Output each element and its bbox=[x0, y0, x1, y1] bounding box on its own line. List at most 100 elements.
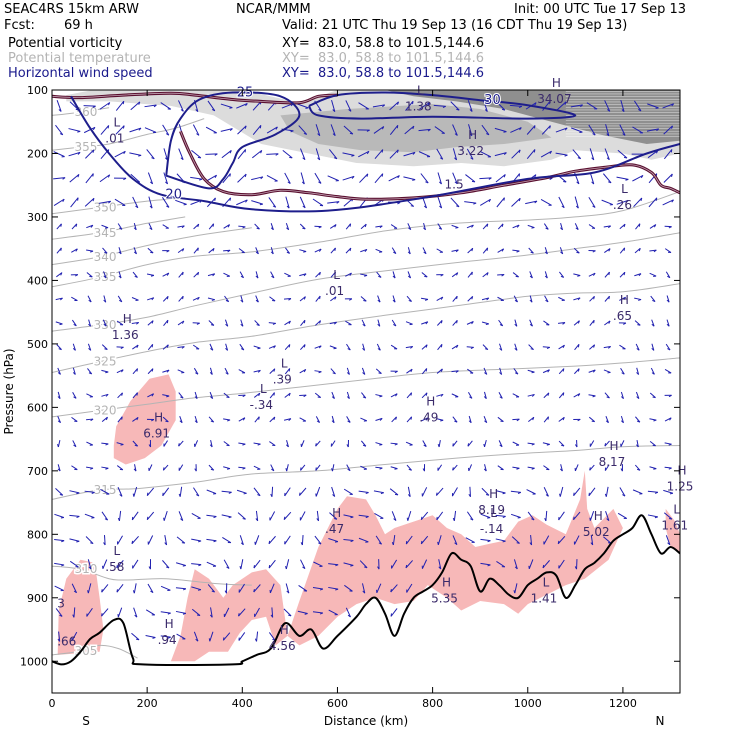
wind-arrowhead-511 bbox=[393, 518, 397, 521]
wind-arrow-529 bbox=[406, 416, 412, 423]
wind-arrow-284 bbox=[238, 369, 246, 374]
wind-arrow-783 bbox=[604, 295, 610, 302]
wind-arrow-152 bbox=[146, 511, 155, 521]
wind-arrow-544 bbox=[421, 272, 428, 278]
wind-arrow-209 bbox=[193, 223, 200, 230]
wind-arrowhead-254 bbox=[229, 197, 232, 201]
wind-arrow-568 bbox=[436, 368, 443, 374]
wind-arrowhead-590 bbox=[454, 420, 458, 423]
wind-arrow-190 bbox=[177, 320, 185, 326]
wind-arrow-288 bbox=[238, 466, 246, 469]
wind-arrowhead-604 bbox=[471, 296, 474, 300]
wind-arrow-131 bbox=[132, 559, 139, 569]
wind-arrow-222 bbox=[191, 538, 202, 542]
wind-arrowhead-303 bbox=[255, 275, 259, 279]
wind-arrowhead-778 bbox=[608, 181, 612, 184]
wind-arrow-34 bbox=[72, 367, 76, 375]
wind-arrow-295 bbox=[238, 632, 246, 641]
wind-arrowhead-181 bbox=[180, 109, 184, 112]
wind-arrow-150 bbox=[148, 464, 153, 472]
wind-arrow-39 bbox=[69, 490, 80, 494]
wind-arrowhead-703 bbox=[544, 275, 548, 279]
wind-arrow-474 bbox=[373, 126, 385, 134]
wind-arrowhead-580 bbox=[454, 181, 458, 185]
theta-label-355: 355 bbox=[75, 140, 98, 154]
wind-arrow-181 bbox=[177, 100, 184, 112]
wind-arrow-781 bbox=[604, 248, 611, 253]
wind-arrowhead-78 bbox=[104, 348, 108, 350]
wind-arrowhead-496 bbox=[396, 149, 399, 153]
wind-arrow-51 bbox=[86, 224, 94, 229]
wind-arrowhead-717 bbox=[564, 127, 568, 131]
wind-arrowhead-109 bbox=[116, 564, 118, 569]
wind-arrowhead-69 bbox=[107, 125, 110, 129]
wind-arrow-557 bbox=[433, 104, 446, 107]
wind-arrowhead-423 bbox=[331, 468, 333, 472]
wind-arrowhead-474 bbox=[381, 126, 385, 130]
wind-arrowhead-250 bbox=[229, 107, 233, 109]
wind-arrowhead-368 bbox=[302, 205, 306, 209]
wind-arrowhead-187 bbox=[182, 248, 185, 252]
wind-arrowhead-118 bbox=[133, 251, 137, 255]
wind-arrow-422 bbox=[330, 440, 336, 447]
wind-arrow-545 bbox=[420, 297, 429, 300]
wind-arrow-617 bbox=[479, 150, 491, 158]
wind-arrowhead-331 bbox=[273, 392, 275, 396]
wind-arrow-603 bbox=[467, 271, 473, 278]
pv-fill-region-4 bbox=[287, 470, 623, 646]
wind-arrow-389 bbox=[314, 172, 322, 184]
wind-arrowhead-326 bbox=[271, 275, 275, 279]
wind-arrowhead-30 bbox=[75, 274, 79, 277]
wind-arrowhead-715 bbox=[542, 564, 545, 569]
wind-arrowhead-431 bbox=[349, 132, 353, 135]
wind-arrowhead-698 bbox=[549, 150, 552, 154]
wind-arrowhead-492 bbox=[377, 566, 380, 570]
wind-arrow-831 bbox=[647, 150, 659, 159]
wind-arrowhead-124 bbox=[136, 392, 139, 396]
wind-arrow-487 bbox=[375, 442, 383, 446]
wind-arrowhead-721 bbox=[560, 227, 563, 231]
wind-arrowhead-621 bbox=[486, 247, 489, 251]
wind-arrow-296 bbox=[252, 101, 262, 111]
wind-arrow-612 bbox=[469, 486, 471, 497]
wind-arrow-754 bbox=[574, 535, 580, 545]
wind-arrowhead-51 bbox=[90, 224, 94, 228]
wind-arrow-388 bbox=[315, 148, 321, 160]
wind-arrowhead-138 bbox=[149, 181, 153, 185]
wind-arrow-87 bbox=[102, 559, 108, 569]
wind-arrow-863 bbox=[663, 489, 674, 494]
wind-arrowhead-375 bbox=[303, 369, 307, 373]
wind-arrow-17 bbox=[54, 513, 65, 518]
wind-arrowhead-328 bbox=[272, 322, 276, 325]
theta-label-305: 305 bbox=[75, 644, 98, 658]
wind-arrow-766 bbox=[589, 344, 595, 350]
x-end-label-north: N bbox=[656, 714, 665, 728]
wind-arrow-700 bbox=[540, 198, 552, 206]
wind-arrowhead-312 bbox=[257, 494, 261, 497]
wind-arrowhead-128 bbox=[132, 493, 135, 497]
wind-arrowhead-641 bbox=[501, 248, 505, 252]
wind-arrowhead-730 bbox=[560, 444, 565, 447]
wind-arrow-715 bbox=[542, 560, 550, 569]
wind-arrow-849 bbox=[663, 149, 673, 160]
wind-arrow-563 bbox=[436, 248, 444, 253]
wind-arrowhead-489 bbox=[380, 492, 384, 495]
wind-arrowhead-627 bbox=[483, 396, 487, 400]
wind-arrow-550 bbox=[421, 417, 428, 422]
theta-contour-305 bbox=[52, 644, 138, 659]
wind-arrowhead-17 bbox=[60, 517, 64, 519]
wind-arrow-448 bbox=[343, 539, 354, 542]
wind-arrowhead-762 bbox=[592, 250, 596, 253]
wind-arrow-771 bbox=[589, 464, 595, 471]
wind-arrow-741 bbox=[574, 223, 579, 230]
wind-arrowhead-743 bbox=[577, 275, 581, 277]
wind-arrow-565 bbox=[436, 296, 444, 301]
wind-arrow-720 bbox=[558, 196, 565, 208]
wind-arrow-108 bbox=[117, 535, 123, 545]
wind-arrowhead-774 bbox=[590, 542, 594, 546]
wind-arrowhead-675 bbox=[513, 590, 516, 594]
extremum-value-19: .26 bbox=[613, 198, 632, 212]
wind-arrow-496 bbox=[389, 149, 399, 159]
wind-arrow-341 bbox=[268, 632, 276, 641]
wind-arrowhead-427 bbox=[335, 564, 339, 567]
